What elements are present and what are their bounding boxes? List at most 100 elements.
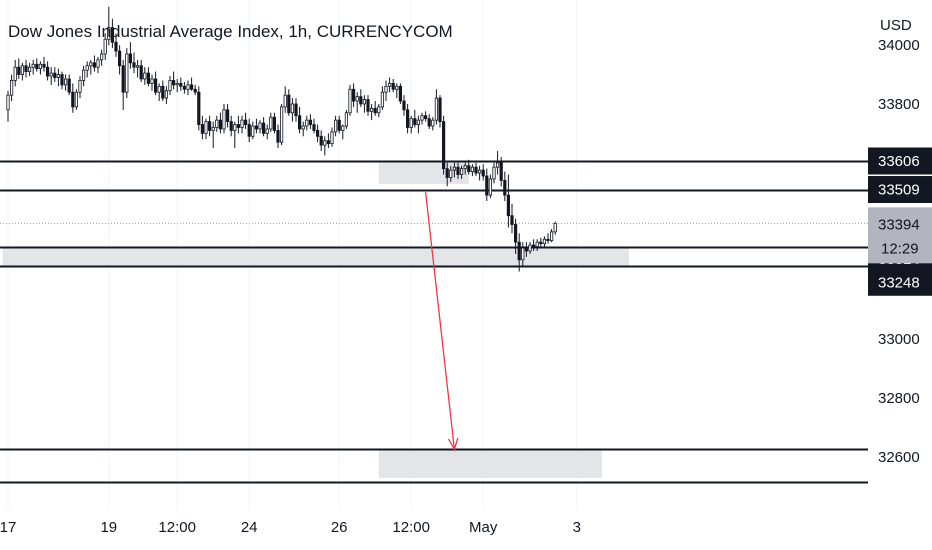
- candle-body-88: [323, 140, 327, 146]
- candle-body-39: [146, 72, 150, 84]
- candle-32: [121, 59, 125, 110]
- candle-39: [146, 67, 150, 87]
- candle-body-146: [532, 244, 536, 247]
- candle-body-152: [553, 222, 557, 233]
- candle-34: [128, 42, 132, 69]
- candle-11: [46, 61, 50, 81]
- candle-18: [71, 83, 75, 113]
- candle-63: [233, 121, 237, 149]
- candle-6: [27, 62, 32, 77]
- time-axis[interactable]: 17 19 12:00 24 26 12:00 May 3: [0, 519, 581, 536]
- x-tick-label-6: May: [469, 519, 498, 536]
- price-tag-label-3: 33248: [878, 274, 920, 291]
- candle-body-67: [247, 124, 251, 137]
- candle-4: [20, 62, 25, 81]
- candle-29: [110, 18, 114, 49]
- price-tag-0: 33606: [868, 147, 932, 175]
- candle-115: [420, 112, 424, 125]
- candle-body-60: [222, 109, 226, 130]
- candle-body-26: [100, 53, 104, 61]
- candle-87: [319, 130, 323, 152]
- candle-152: [553, 221, 557, 235]
- candle-body-22: [85, 65, 89, 71]
- x-tick-label-2: 12:00: [158, 519, 196, 536]
- candle-body-24: [92, 62, 96, 68]
- candle-body-29: [110, 27, 114, 43]
- candle-body-135: [492, 166, 496, 180]
- currency-label: USD: [880, 17, 912, 34]
- candle-147: [535, 239, 539, 251]
- candle-body-0: [6, 94, 10, 111]
- price-axis[interactable]: USD 34000 33800 33000 32800 32600: [878, 17, 920, 466]
- candle-body-142: [517, 241, 521, 261]
- candle-body-117: [427, 118, 431, 127]
- candle-body-1: [9, 80, 14, 96]
- candle-1: [9, 74, 14, 102]
- candle-body-143: [521, 247, 525, 261]
- candle-body-28: [107, 27, 111, 40]
- x-tick-label-7: 3: [573, 519, 581, 536]
- candle-body-5: [24, 65, 28, 73]
- candle-body-125: [456, 166, 460, 175]
- candle-body-47: [175, 82, 179, 86]
- candle-92: [337, 115, 341, 134]
- candle-146: [532, 239, 536, 251]
- candle-36: [135, 59, 140, 78]
- candle-28: [107, 6, 111, 46]
- candle-body-51: [189, 84, 194, 90]
- candle-90: [330, 127, 334, 147]
- current-price-box: [868, 207, 932, 264]
- candle-body-130: [474, 166, 478, 174]
- candle-137: [499, 156, 503, 187]
- candle-body-122: [445, 168, 449, 178]
- candle-body-61: [225, 109, 230, 123]
- candle-95: [348, 84, 352, 116]
- y-tick-label-2: 33000: [878, 331, 920, 348]
- candle-126: [459, 165, 464, 179]
- candle-body-140: [510, 215, 514, 225]
- candle-body-90: [330, 131, 334, 145]
- candle-27: [103, 33, 107, 60]
- candle-body-115: [420, 115, 424, 121]
- candle-body-36: [135, 65, 140, 68]
- candle-117: [427, 114, 431, 129]
- candle-62: [229, 115, 233, 137]
- candle-body-102: [373, 107, 377, 114]
- candle-149: [542, 236, 547, 247]
- candle-body-148: [539, 241, 543, 245]
- candle-19: [74, 89, 78, 110]
- candle-80: [294, 98, 298, 122]
- candle-body-34: [128, 53, 132, 64]
- candle-body-113: [413, 118, 417, 125]
- candle-104: [380, 86, 385, 110]
- candle-130: [474, 162, 478, 176]
- x-tick-label-1: 19: [100, 519, 117, 536]
- candle-body-91: [333, 119, 338, 133]
- candle-99: [362, 95, 367, 113]
- candle-31: [118, 45, 122, 75]
- candle-15: [60, 71, 64, 90]
- candle-47: [175, 78, 179, 93]
- candle-3: [17, 58, 21, 79]
- candle-144: [524, 242, 529, 257]
- candle-84: [308, 114, 313, 129]
- candle-5: [24, 59, 28, 78]
- candle-116: [423, 111, 428, 122]
- candle-body-149: [542, 238, 547, 245]
- candle-body-138: [503, 180, 507, 196]
- candle-110: [402, 95, 406, 116]
- candle-body-16: [64, 78, 68, 86]
- candle-body-86: [315, 130, 320, 137]
- candle-38: [143, 67, 147, 85]
- candle-66: [243, 112, 248, 129]
- price-tag-box-1: [868, 176, 932, 204]
- candle-body-132: [481, 169, 485, 177]
- candle-body-71: [261, 122, 266, 134]
- candle-112: [409, 115, 413, 134]
- candle-145: [528, 242, 532, 254]
- candle-body-101: [369, 107, 374, 112]
- candle-body-3: [17, 66, 21, 75]
- candle-body-100: [366, 99, 370, 112]
- candle-51: [189, 77, 194, 91]
- candle-body-112: [409, 118, 413, 128]
